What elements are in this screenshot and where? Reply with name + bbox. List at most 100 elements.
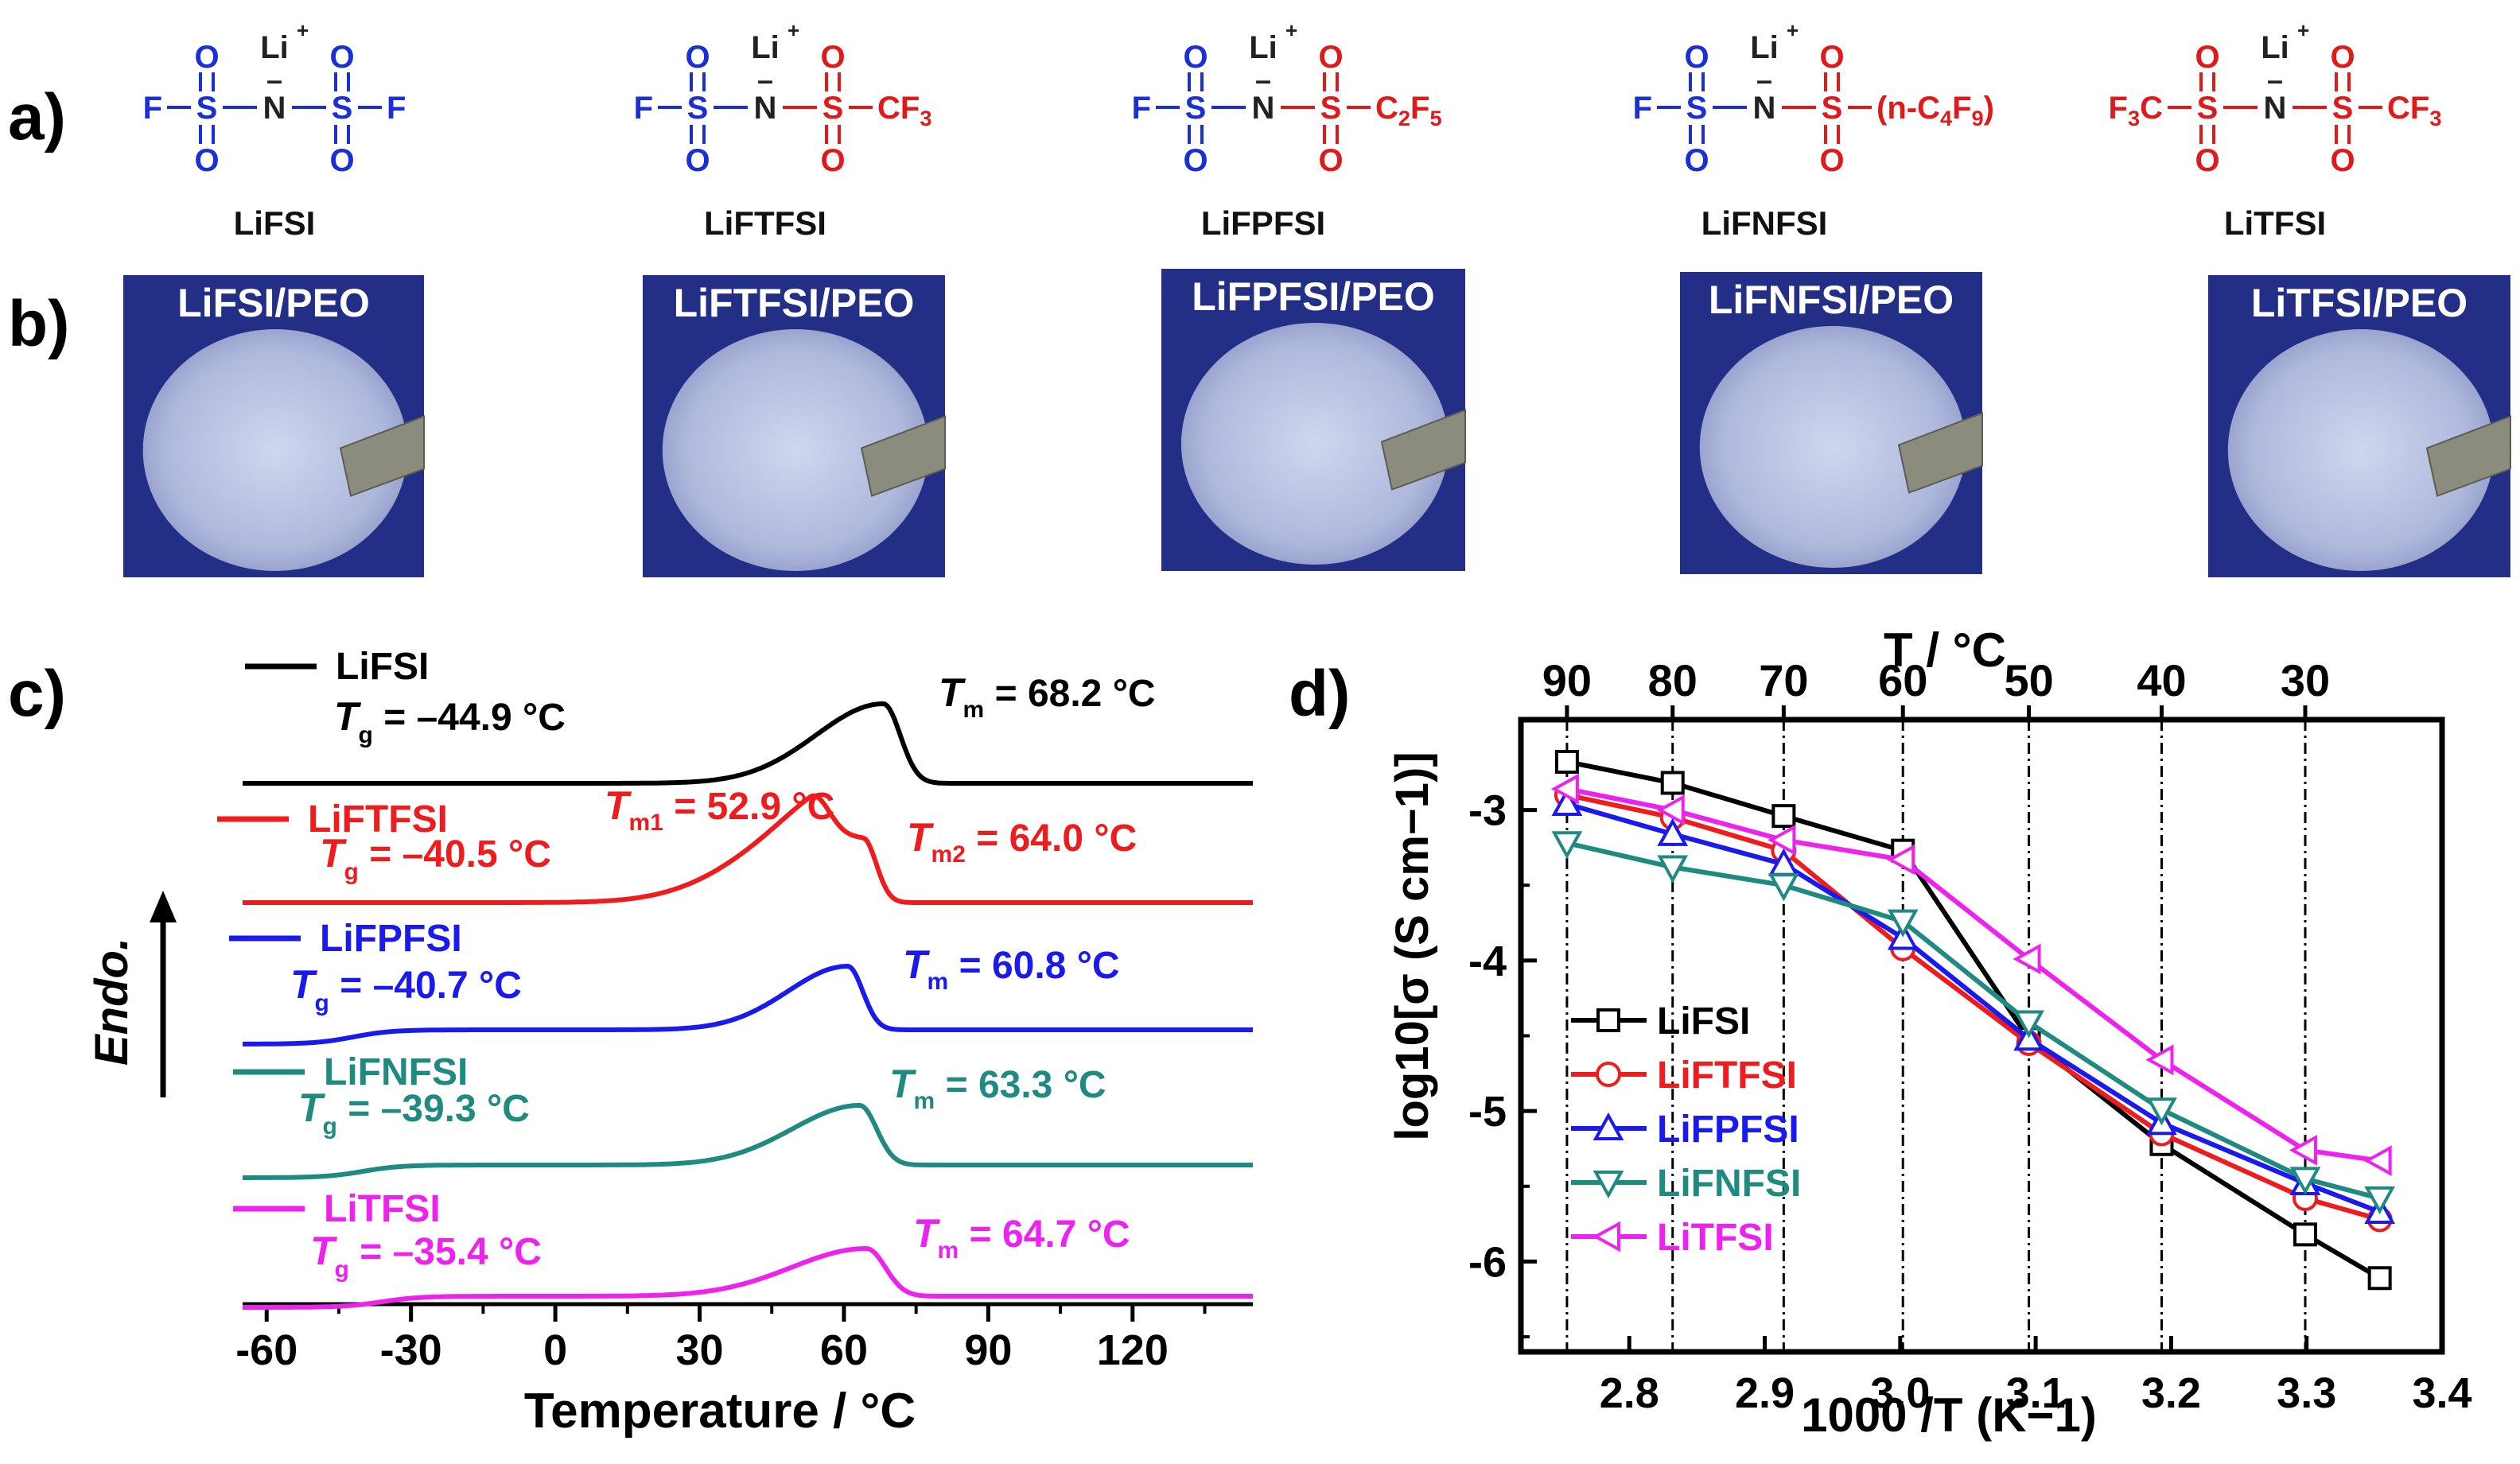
cond-y-tick-label: -3 xyxy=(1468,787,1507,835)
film-disc xyxy=(1699,326,1966,568)
oxygen-atom: O xyxy=(329,40,354,75)
molecule-name: LiFTFSI xyxy=(704,204,826,242)
cond-marker xyxy=(2012,943,2041,975)
oxygen-atom: O xyxy=(1684,40,1709,75)
cond-line xyxy=(1566,802,2381,1214)
cond-top-tick-label: 50 xyxy=(2004,655,2053,705)
cond-top-tick-label: 90 xyxy=(1542,655,1592,705)
cond-top-tick-label: 60 xyxy=(1878,655,1927,705)
cond-legend-label: LiTFSI xyxy=(1657,1217,1774,1259)
right-substituent: CF3​ xyxy=(877,91,931,130)
tg-annotation: Tg = –40.5 °C xyxy=(320,831,551,885)
oxygen-atom: O xyxy=(1819,40,1844,75)
tg-annotation: Tg = –35.4 °C xyxy=(310,1229,542,1283)
cond-line xyxy=(1566,786,2381,1163)
oxygen-atom: O xyxy=(1318,143,1343,178)
sulfur-atom: S xyxy=(196,91,218,126)
dsc-curve-LiFPFSI xyxy=(243,963,1253,1047)
cond-x-tick-label: 2.8 xyxy=(1600,1369,1659,1417)
minus-charge: – xyxy=(2267,64,2283,96)
cond-top-tick-label: 70 xyxy=(1759,655,1808,705)
cond-series-LiTFSI xyxy=(1550,773,2392,1176)
tweezer-tip xyxy=(2425,415,2511,497)
oxygen-atom: O xyxy=(1318,40,1343,75)
cond-series-LiFNFSI xyxy=(1551,831,2396,1215)
dsc-x-tick-label: -60 xyxy=(235,1326,298,1374)
cond-marker xyxy=(1887,909,1919,938)
panel-label-a: a) xyxy=(8,81,66,153)
oxygen-atom: O xyxy=(194,40,219,75)
cond-marker xyxy=(1657,855,1689,883)
dsc-curve-LiFTFSI xyxy=(243,793,1253,905)
plus-charge: + xyxy=(297,18,309,42)
cond-series-LiFSI xyxy=(1554,750,2392,1291)
cond-marker xyxy=(2293,1222,2318,1247)
oxygen-atom: O xyxy=(820,143,845,178)
tm2-annotation: Tm2 = 64.0 °C xyxy=(907,815,1137,868)
endo-arrowhead xyxy=(150,891,177,922)
molecule-name: LiTFSI xyxy=(2224,204,2326,242)
left-substituent: F xyxy=(143,91,162,126)
tg-annotation: Tg = –39.3 °C xyxy=(298,1085,530,1140)
film-label: LiFPFSI/PEO xyxy=(1192,274,1435,319)
plus-charge: + xyxy=(788,18,799,42)
tg-annotation: Tg = –44.9 °C xyxy=(334,694,566,748)
sulfur-atom: S xyxy=(2332,91,2354,126)
tm-annotation: Tm = 60.8 °C xyxy=(903,942,1120,995)
tweezer-tip xyxy=(1380,409,1466,491)
cond-marker xyxy=(1660,771,1685,795)
cond-legend-label: LiFSI xyxy=(1657,1000,1750,1043)
right-substituent: C2​F5​ xyxy=(1375,91,1442,130)
cond-marker xyxy=(2363,1145,2392,1176)
lithium-atom: Li xyxy=(751,30,780,65)
sulfur-atom: S xyxy=(687,91,709,126)
oxygen-atom: O xyxy=(1183,40,1208,75)
cond-marker xyxy=(1554,750,1579,774)
cond-legend-item: LiFNFSI xyxy=(1571,1163,1801,1205)
cond-top-tick-label: 40 xyxy=(2137,655,2186,705)
film-photo: LiFNFSI/PEO xyxy=(1680,272,1983,574)
dsc-x-tick-label: 120 xyxy=(1097,1326,1169,1374)
lithium-atom: Li xyxy=(1750,30,1779,65)
right-substituent: (n-C4​F9​) xyxy=(1876,91,1994,130)
panel-label-c: c) xyxy=(8,658,66,730)
plus-charge: + xyxy=(1787,18,1799,42)
cond-legend-item: LiFTFSI xyxy=(1571,1054,1797,1097)
cond-legend-marker xyxy=(1596,1008,1620,1032)
oxygen-atom: O xyxy=(1819,143,1844,178)
minus-charge: – xyxy=(266,64,282,96)
cond-marker xyxy=(2289,1167,2321,1195)
film-photo-row: LiFSI/PEO LiFTFSI/PEO LiFPFSI/PEO LiFNFSI/P… xyxy=(123,269,2511,577)
cond-marker xyxy=(2364,1186,2396,1215)
oxygen-atom: O xyxy=(1684,143,1709,178)
cond-top-tick-label: 30 xyxy=(2281,655,2330,705)
dsc-curve-LiFSI xyxy=(243,701,1253,786)
film-disc xyxy=(2227,329,2495,571)
right-substituent: F xyxy=(387,91,406,126)
lithium-atom: Li xyxy=(2261,30,2289,65)
cond-x-tick-label: 2.9 xyxy=(1735,1369,1795,1417)
plus-charge: + xyxy=(2297,18,2309,42)
lithium-atom: Li xyxy=(260,30,289,65)
dsc-x-tick-label: 0 xyxy=(543,1326,567,1374)
sulfur-atom: S xyxy=(822,91,844,126)
oxygen-atom: O xyxy=(1183,143,1208,178)
oxygen-atom: O xyxy=(2195,143,2219,178)
cond-legend-marker xyxy=(1596,1062,1621,1087)
tm-annotation: Tm = 63.3 °C xyxy=(889,1062,1106,1114)
film-label: LiFSI/PEO xyxy=(177,281,370,325)
dsc-x-tick-label: 90 xyxy=(964,1326,1012,1374)
film-disc xyxy=(1180,323,1449,565)
cond-marker xyxy=(1551,831,1583,860)
molecule-row: N–Li+SOOSOOFFLiFSIN–Li+SOOSOOFCF3​LiFTFS… xyxy=(143,18,2442,242)
film-photo: LiFPFSI/PEO xyxy=(1161,269,1466,571)
lithium-atom: Li xyxy=(1249,30,1278,65)
left-substituent: F xyxy=(1633,91,1652,126)
molecule-name: LiFPFSI xyxy=(1201,204,1325,242)
cond-y-tick-label: -6 xyxy=(1468,1238,1507,1286)
sulfur-atom: S xyxy=(1686,91,1708,126)
